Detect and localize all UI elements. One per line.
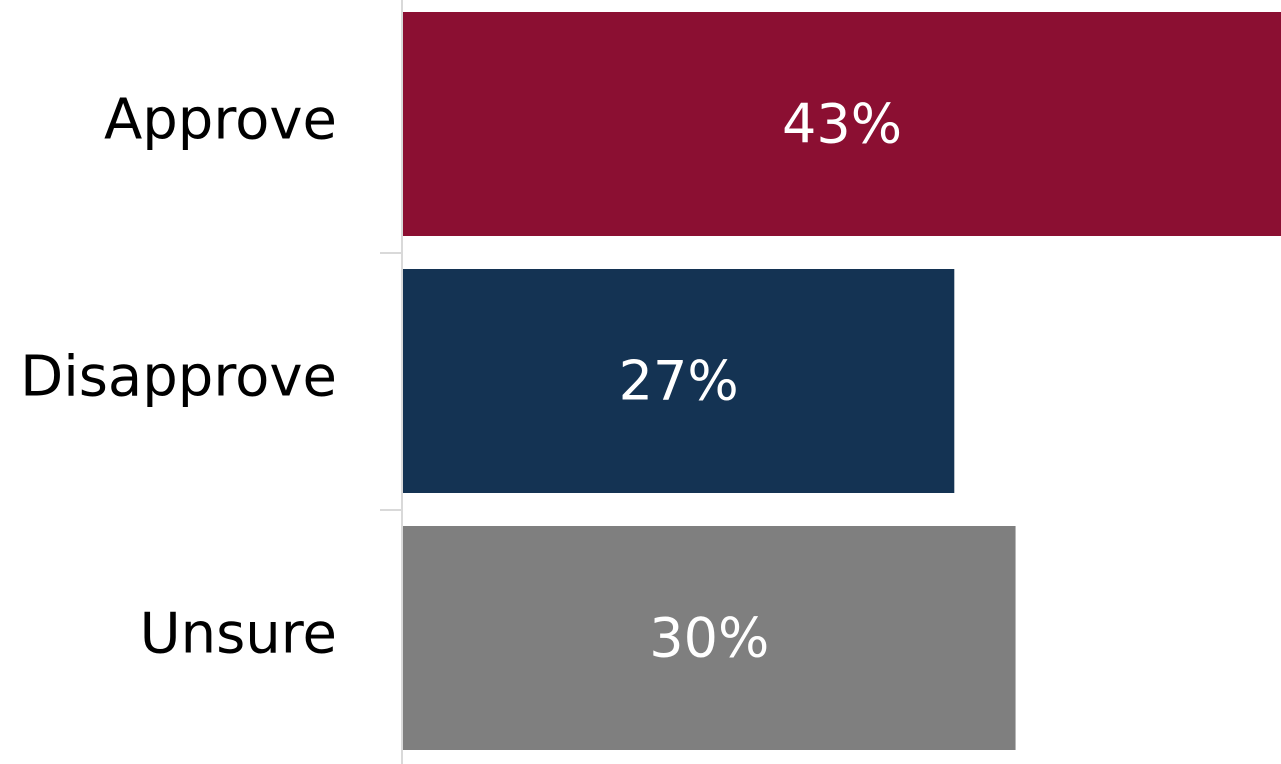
bar-disapprove	[403, 269, 955, 493]
data-label-disapprove: 27%	[619, 350, 739, 413]
bars-layer	[403, 12, 1281, 750]
axis-layer	[380, 0, 403, 764]
category-label-approve: Approve	[104, 88, 337, 153]
bar-unsure	[403, 526, 1016, 750]
category-label-unsure: Unsure	[140, 602, 337, 667]
data-label-approve: 43%	[782, 93, 902, 156]
labels-layer: 43% Approve 27% Disapprove 30% Unsure	[20, 88, 902, 670]
data-label-unsure: 30%	[649, 607, 769, 670]
bar-approve	[403, 12, 1281, 236]
category-label-disapprove: Disapprove	[20, 345, 337, 410]
